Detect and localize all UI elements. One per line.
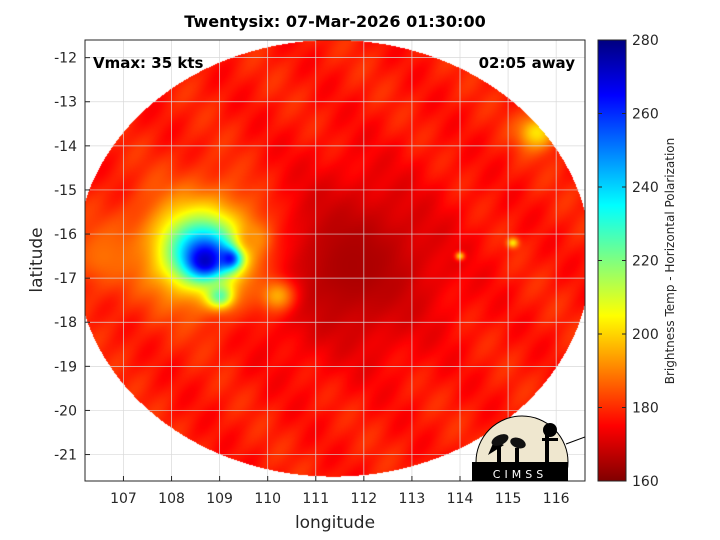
colorbar-tick-label: 160: [632, 474, 659, 490]
vmax-annotation: Vmax: 35 kts: [93, 54, 203, 72]
x-axis-label: longitude: [295, 513, 375, 533]
brightness-temp-swath: [85, 40, 585, 481]
colorbar: [597, 39, 627, 482]
x-ticks: 107 108 109 110 111 112 113 114 115 116: [110, 476, 570, 507]
colorbar-label: Brightness Temp - Horizontal Polarizatio…: [663, 138, 677, 385]
x-tick-label: 115: [495, 491, 522, 507]
colorbar-tick-label: 260: [632, 107, 659, 123]
x-tick-label: 109: [206, 491, 233, 507]
y-axis-label: latitude: [27, 227, 47, 292]
x-tick-label: 110: [254, 491, 281, 507]
y-tick-label: -15: [54, 183, 77, 199]
x-tick-label: 108: [158, 491, 185, 507]
colorbar-tick-label: 220: [632, 254, 659, 270]
x-tick-label: 113: [399, 491, 426, 507]
colorbar-tick-label: 240: [632, 180, 659, 196]
colorbar-ticks: 160 180 200 220 240 260 280: [598, 33, 659, 490]
y-tick-label: -20: [54, 403, 77, 419]
cimss-logo: CIMSS: [472, 415, 585, 481]
colorbar-tick-label: 200: [632, 327, 659, 343]
colorbar-tick-label: 180: [632, 401, 659, 417]
x-tick-label: 116: [543, 491, 570, 507]
x-tick-label: 111: [302, 491, 329, 507]
x-tick-label: 107: [110, 491, 137, 507]
y-tick-label: -19: [54, 359, 77, 375]
chart-title: Twentysix: 07-Mar-2026 01:30:00: [184, 12, 486, 31]
x-tick-label: 112: [350, 491, 377, 507]
y-tick-label: -21: [54, 448, 77, 464]
time-away-annotation: 02:05 away: [479, 54, 576, 72]
x-tick-label: 114: [447, 491, 474, 507]
cimss-logo-text: CIMSS: [493, 468, 547, 481]
y-tick-label: -13: [54, 95, 77, 111]
y-tick-label: -12: [54, 51, 77, 67]
y-ticks: -12 -13 -14 -15 -16 -17 -18 -19 -20 -21: [54, 51, 90, 464]
y-tick-label: -18: [54, 315, 77, 331]
y-tick-label: -14: [54, 139, 77, 155]
axes-frame: [84, 39, 586, 482]
y-tick-label: -17: [54, 271, 77, 287]
y-tick-label: -16: [54, 227, 77, 243]
colorbar-tick-label: 280: [632, 33, 659, 49]
